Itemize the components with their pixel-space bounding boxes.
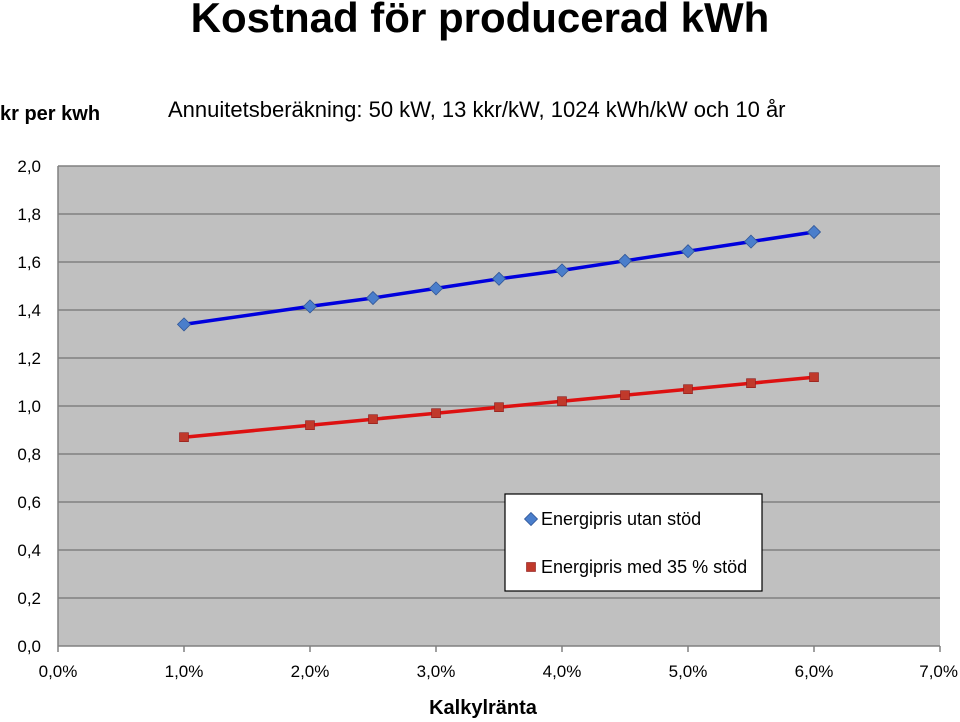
x-tick-label: 3,0%: [417, 662, 456, 681]
y-tick-label: 1,6: [17, 253, 41, 272]
series-layer: [176, 224, 822, 443]
data-point: [494, 402, 504, 413]
data-point: [620, 390, 630, 401]
data-point: [428, 281, 444, 296]
data-point: [305, 420, 315, 431]
y-tick-labels: 0,0 0,2 0,4 0,6 0,8 1,0 1,2 1,4 1,6 1,8 2,0: [17, 157, 41, 656]
axes: [57, 166, 941, 652]
chart-subtitle: Annuitetsberäkning: 50 kW, 13 kkr/kW, 10…: [168, 97, 786, 122]
y-tick-label: 2,0: [17, 157, 41, 176]
data-point: [743, 234, 759, 249]
data-point: [302, 299, 318, 314]
y-tick-label: 0,6: [17, 493, 41, 512]
series-1: [176, 224, 822, 332]
x-tick-label: 6,0%: [795, 662, 834, 681]
y-tick-label: 0,2: [17, 589, 41, 608]
y-axis-label: kr per kwh: [0, 103, 101, 125]
data-point: [431, 408, 441, 419]
data-point: [806, 224, 822, 240]
gridlines: [58, 165, 940, 599]
y-tick-label: 0,0: [17, 637, 41, 656]
y-tick-label: 0,8: [17, 445, 41, 464]
data-point: [554, 263, 570, 278]
data-point: [179, 432, 189, 443]
data-point: [809, 372, 819, 383]
legend-label: Energipris med 35 % stöd: [541, 557, 747, 577]
data-point: [557, 396, 567, 407]
y-tick-label: 1,4: [17, 301, 41, 320]
legend-label: Energipris utan stöd: [541, 509, 701, 529]
data-point: [683, 384, 693, 395]
legend: Energipris utan stöd Energipris med 35 % …: [504, 493, 763, 592]
series-line: [183, 230, 815, 327]
data-point: [176, 317, 192, 332]
data-point: [680, 244, 696, 259]
data-point: [365, 290, 381, 306]
series-line: [183, 375, 815, 439]
series-2: [179, 372, 819, 443]
x-tick-label: 0,0%: [39, 662, 78, 681]
legend-box: [504, 493, 763, 592]
y-tick-label: 1,0: [17, 397, 41, 416]
y-tick-label: 1,8: [17, 205, 41, 224]
x-tick-label: 4,0%: [543, 662, 582, 681]
data-point: [368, 414, 378, 425]
x-tick-label: 1,0%: [165, 662, 204, 681]
x-tick-label: 2,0%: [291, 662, 330, 681]
chart-title: Kostnad för producerad kWh: [190, 0, 770, 41]
data-point: [617, 253, 633, 268]
data-point: [491, 271, 507, 286]
x-tick-label: 5,0%: [669, 662, 708, 681]
x-tick-label: 7,0%: [919, 662, 958, 681]
x-axis-label: Kalkylränta: [429, 697, 537, 719]
data-point: [746, 378, 756, 389]
legend-marker: [526, 562, 536, 572]
y-tick-label: 1,2: [17, 349, 41, 368]
legend-marker: [523, 511, 539, 527]
y-tick-label: 0,4: [17, 541, 41, 560]
x-tick-labels: 0,0% 1,0% 2,0% 3,0% 4,0% 5,0% 6,0% 7,0%: [39, 662, 958, 681]
